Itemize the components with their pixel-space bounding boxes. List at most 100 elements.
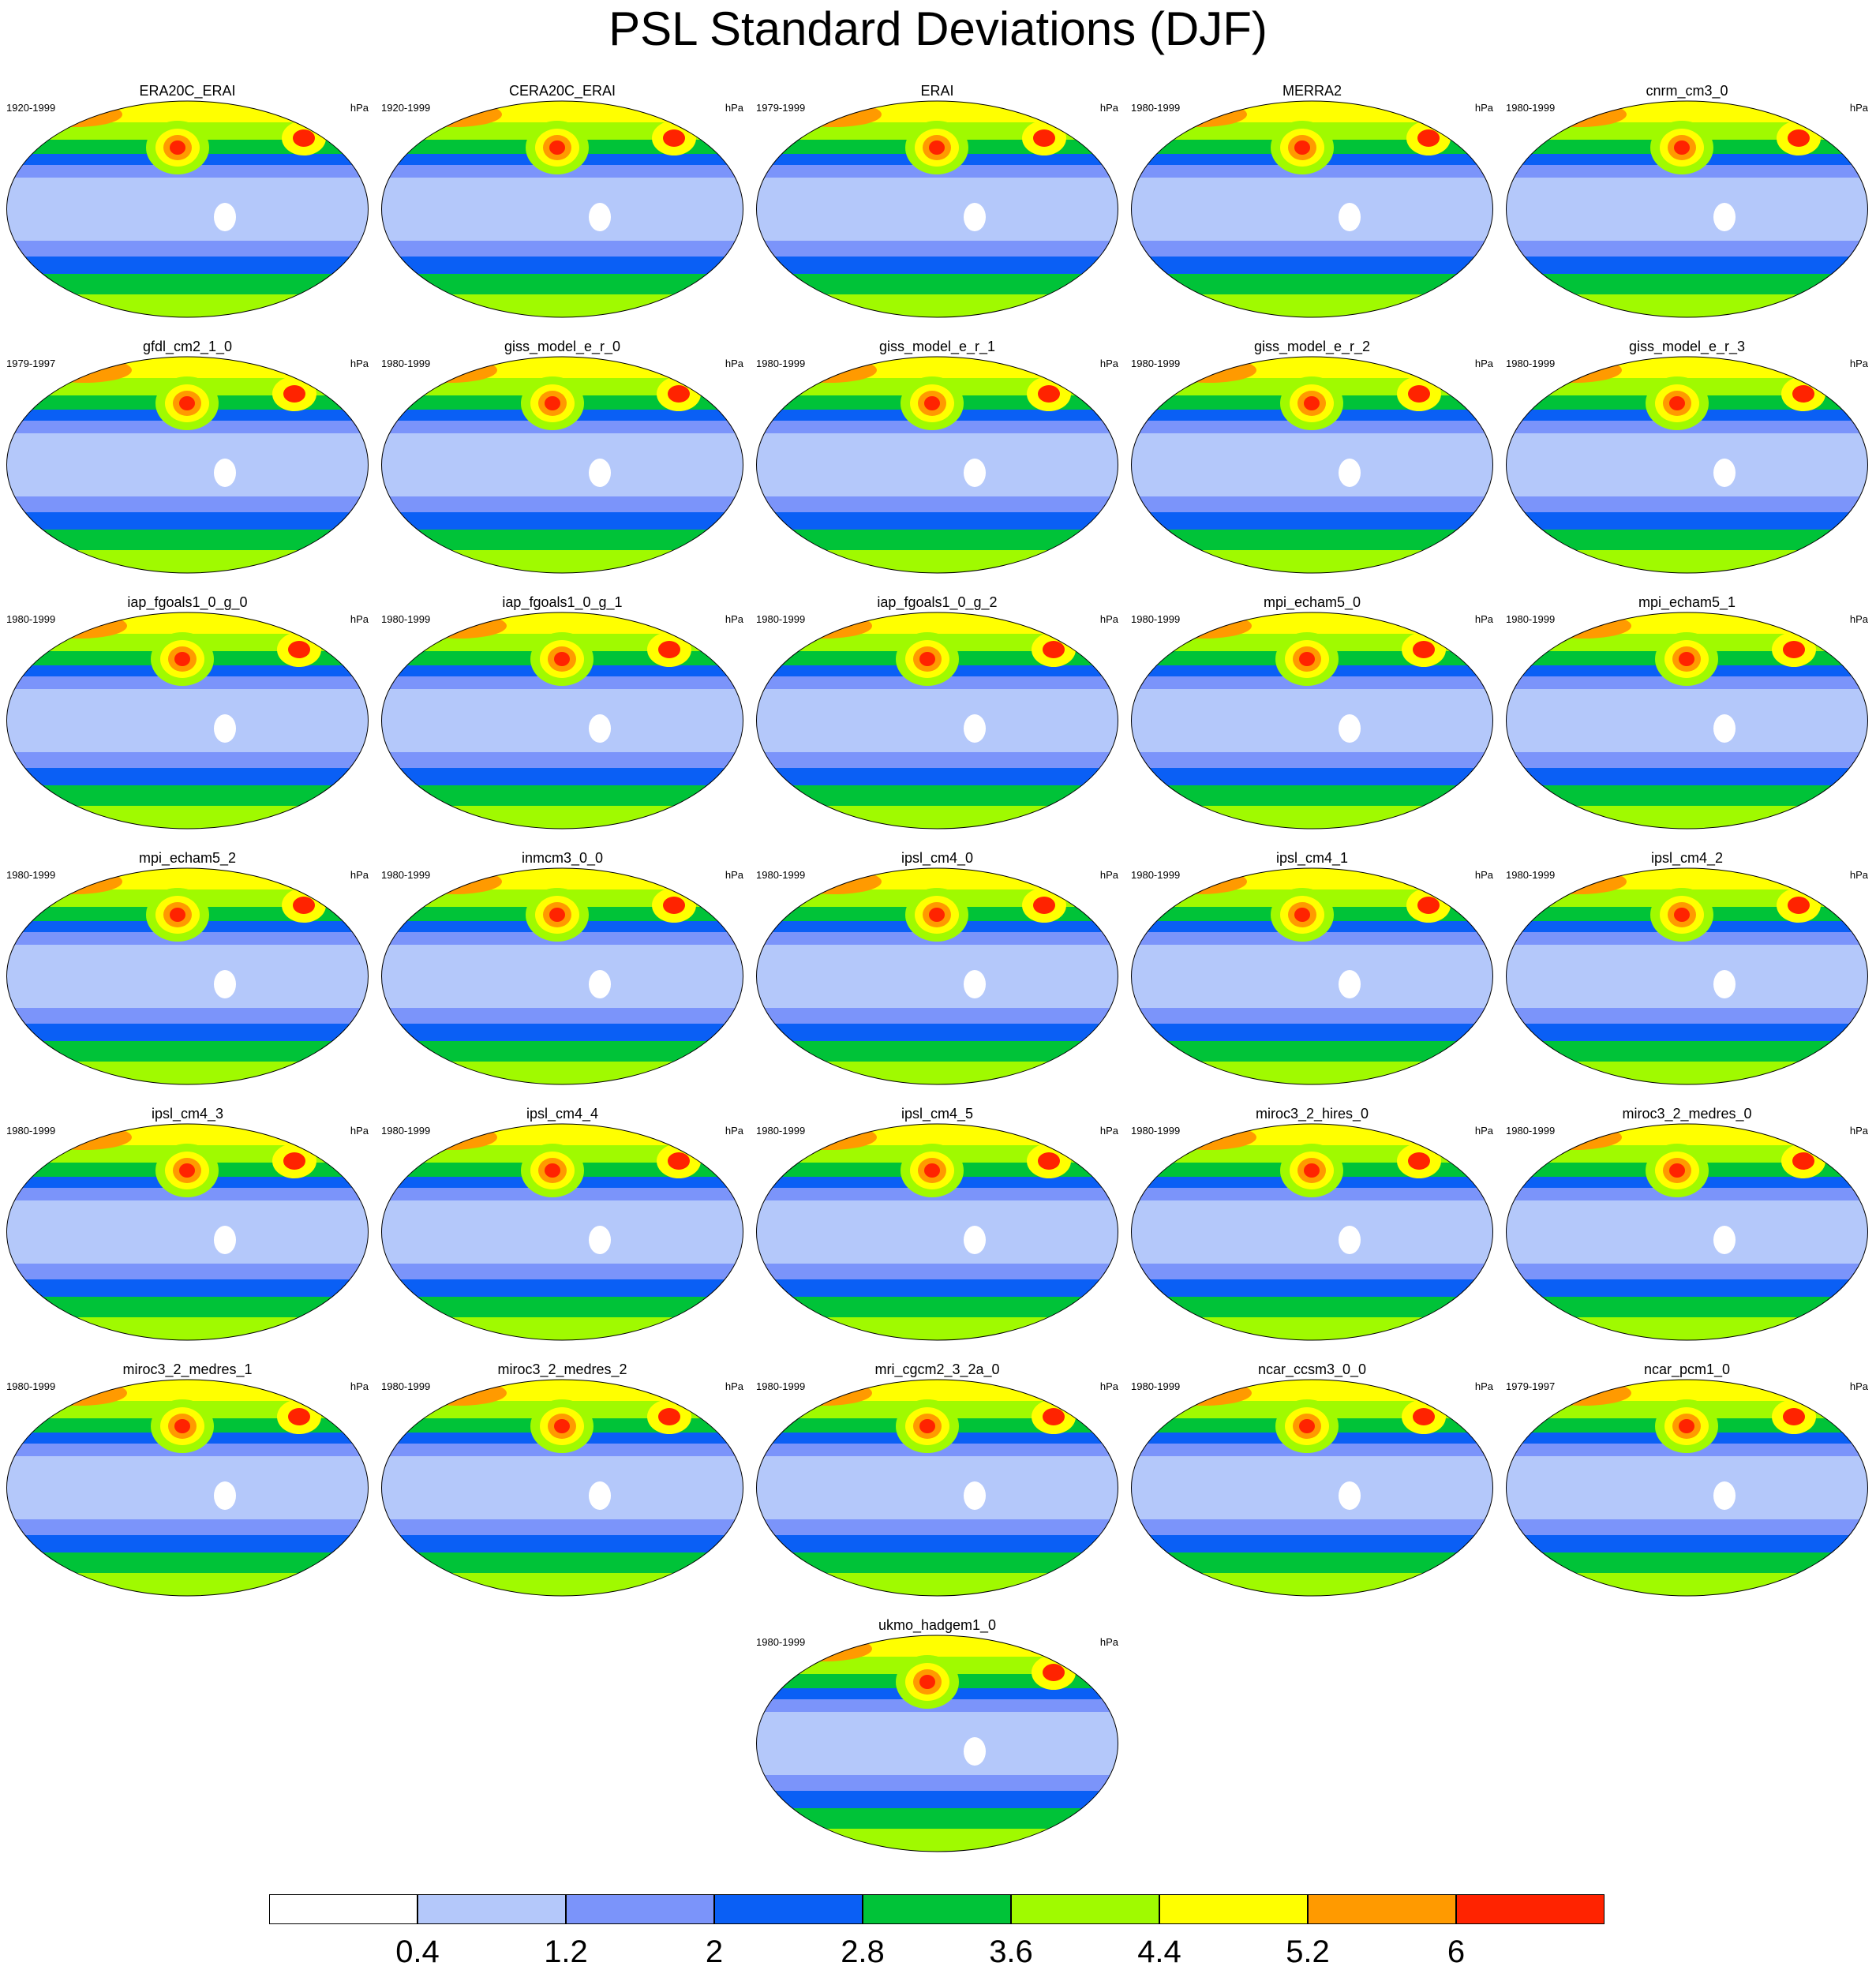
panel-years: 1980-1999 — [381, 613, 431, 625]
contour-blob — [1783, 1408, 1805, 1425]
colorbar-swatch — [1159, 1894, 1308, 1924]
colorbar-swatch — [1308, 1894, 1456, 1924]
contour-field — [756, 101, 1118, 317]
contour-band — [6, 1317, 369, 1340]
panel-units: hPa — [1099, 613, 1118, 625]
map-panel: inmcm3_0_0 1980-1999 hPa — [375, 850, 750, 1087]
contour-blob — [1294, 140, 1310, 155]
panel-years: 1980-1999 — [756, 358, 806, 369]
panel-units: hPa — [1849, 102, 1868, 114]
contour-band — [381, 512, 743, 530]
contour-band — [1131, 1024, 1493, 1041]
contour-blob — [28, 102, 122, 127]
map-panel: ukmo_hadgem1_0 1980-1999 hPa — [750, 1617, 1125, 1854]
psl-map — [1131, 1379, 1493, 1597]
panel-units: hPa — [1474, 1380, 1493, 1392]
contour-field — [1131, 1124, 1493, 1340]
contour-band — [1131, 1279, 1493, 1297]
psl-map — [381, 356, 743, 574]
panel-units: hPa — [1474, 613, 1493, 625]
contour-field — [1131, 612, 1493, 829]
contour-band — [756, 1635, 1118, 1657]
panel-title: inmcm3_0_0 — [521, 850, 604, 866]
panel-units: hPa — [350, 102, 369, 114]
psl-map — [381, 1379, 743, 1597]
map-outline — [756, 1379, 1118, 1597]
psl-map — [6, 867, 369, 1085]
contour-band — [6, 101, 369, 122]
panel-title: ERA20C_ERAI — [139, 83, 236, 99]
contour-band — [1131, 806, 1493, 829]
contour-field — [6, 1380, 369, 1596]
psl-map — [1131, 612, 1493, 830]
contour-band — [1131, 1264, 1493, 1279]
map-panel: ipsl_cm4_5 1980-1999 hPa — [750, 1106, 1125, 1343]
contour-field — [1506, 357, 1868, 573]
contour-band — [381, 1519, 743, 1535]
panel-title: ipsl_cm4_0 — [901, 850, 974, 866]
contour-band — [1506, 241, 1868, 257]
contour-band — [1131, 294, 1493, 317]
contour-blob — [1413, 1408, 1435, 1425]
contour-blob — [658, 1408, 680, 1425]
contour-blob — [663, 897, 685, 914]
contour-field — [1506, 612, 1868, 829]
contour-band — [756, 496, 1118, 512]
contour-band — [6, 512, 369, 530]
contour-blob — [1408, 1152, 1430, 1170]
contour-blob — [407, 869, 502, 894]
psl-map — [1131, 867, 1493, 1085]
contour-band — [1506, 512, 1868, 530]
contour-field — [756, 1124, 1118, 1340]
contour-blob — [964, 714, 986, 743]
panel-title: miroc3_2_medres_1 — [122, 1361, 253, 1377]
map-panel: ERA20C_ERAI 1920-1999 hPa — [0, 83, 375, 320]
panel-units: hPa — [725, 869, 743, 881]
contour-band — [1506, 1279, 1868, 1297]
contour-field — [6, 101, 369, 317]
contour-field — [756, 612, 1118, 829]
contour-blob — [668, 385, 690, 403]
contour-band — [1131, 1062, 1493, 1084]
panel-years: 1980-1999 — [756, 1636, 806, 1648]
colorbar-swatch — [714, 1894, 863, 1924]
map-outline — [6, 612, 369, 830]
map-outline — [1131, 100, 1493, 318]
contour-band — [6, 1264, 369, 1279]
panel-title: iap_fgoals1_0_g_2 — [877, 594, 998, 610]
panel-units: hPa — [1849, 358, 1868, 369]
panel-units: hPa — [1099, 358, 1118, 369]
map-panel: ncar_pcm1_0 1979-1997 hPa — [1500, 1361, 1874, 1598]
map-outline — [381, 612, 743, 830]
panel-title: MERRA2 — [1282, 83, 1342, 99]
contour-field — [381, 101, 743, 317]
contour-band — [1506, 806, 1868, 829]
contour-blob — [1713, 1226, 1736, 1254]
contour-blob — [1339, 1226, 1361, 1254]
contour-band — [1131, 1124, 1493, 1145]
contour-band — [756, 1317, 1118, 1340]
contour-blob — [1713, 459, 1736, 487]
panel-years: 1980-1999 — [6, 613, 56, 625]
contour-band — [381, 1573, 743, 1596]
colorbar-tick-label: 1.2 — [544, 1934, 588, 1969]
panel-years: 1980-1999 — [1506, 102, 1556, 114]
contour-band — [6, 806, 369, 829]
contour-band — [1506, 101, 1868, 122]
panel-units: hPa — [1849, 1125, 1868, 1137]
colorbar-swatch — [269, 1894, 418, 1924]
colorbar-swatch — [863, 1894, 1011, 1924]
contour-blob — [1304, 1163, 1320, 1178]
contour-blob — [545, 1163, 560, 1178]
contour-blob — [1679, 1419, 1694, 1433]
psl-map — [381, 100, 743, 318]
panel-units: hPa — [1099, 102, 1118, 114]
contour-band — [6, 241, 369, 257]
contour-band — [381, 1380, 743, 1401]
contour-blob — [658, 641, 680, 658]
contour-field — [1131, 868, 1493, 1084]
panel-years: 1920-1999 — [6, 102, 56, 114]
map-outline — [6, 1379, 369, 1597]
panel-years: 1980-1999 — [756, 1380, 806, 1392]
contour-band — [6, 1024, 369, 1041]
